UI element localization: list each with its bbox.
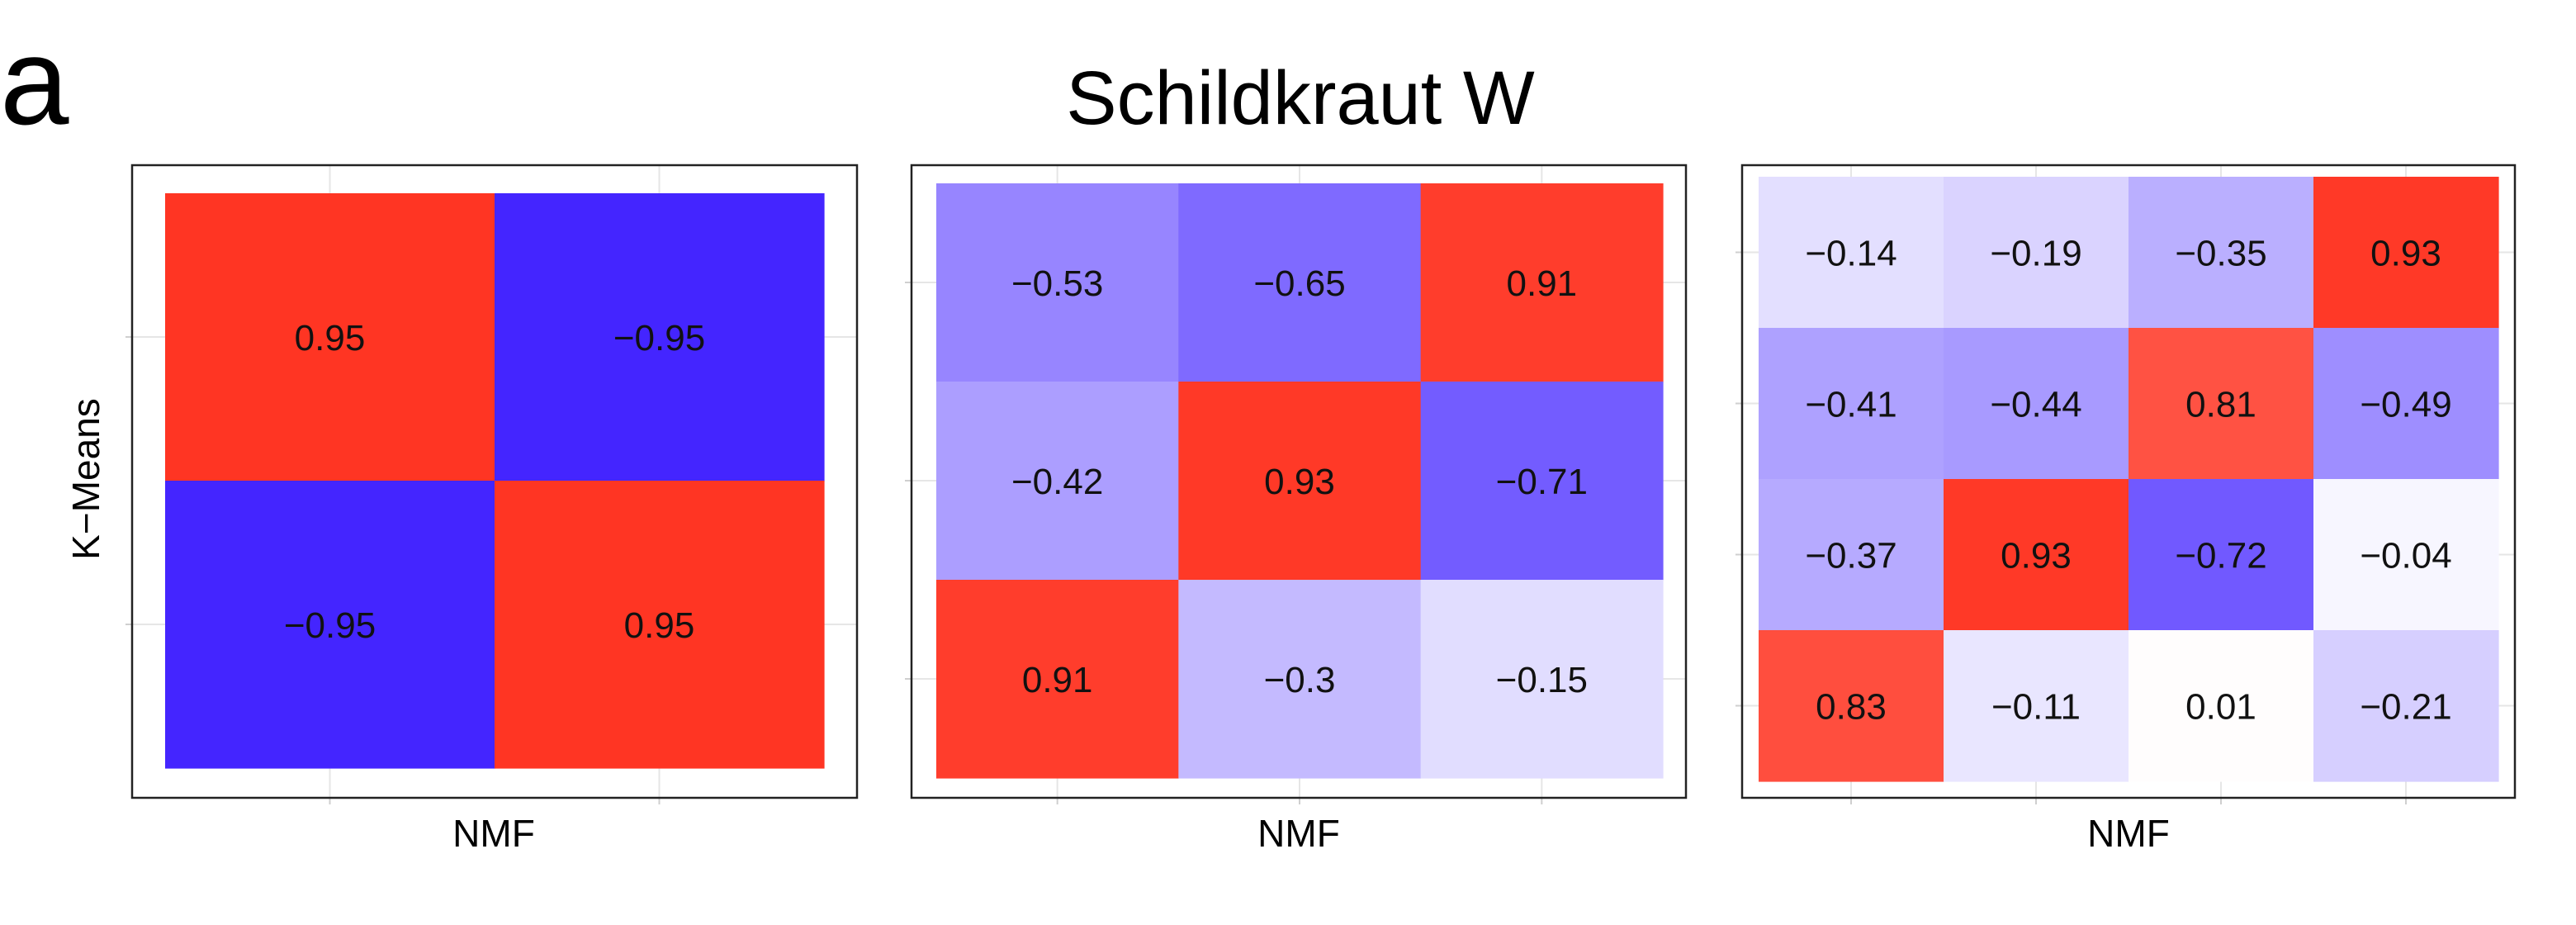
cell-value-label: 0.91	[1022, 660, 1093, 700]
cell-value-label: −0.11	[1991, 687, 2081, 728]
x-axis-title-panel-2: NMF	[1257, 812, 1340, 855]
cell-value-label: −0.3	[1264, 660, 1336, 700]
panel-letter: a	[0, 12, 69, 150]
heatmap-cell	[2129, 177, 2314, 329]
panel-border	[1740, 164, 2517, 799]
heatmap-cell	[1420, 183, 1664, 382]
heatmap-cell	[1178, 183, 1422, 382]
heatmap-cell	[1944, 328, 2129, 480]
cell-value-label: 0.91	[1507, 263, 1578, 304]
heatmap-cell	[495, 481, 825, 769]
heatmap-cell	[936, 183, 1179, 382]
heatmap-cell	[1420, 580, 1664, 779]
cell-value-label: −0.95	[284, 605, 376, 646]
cell-value-label: −0.04	[2360, 536, 2451, 576]
panel-border	[910, 164, 1688, 799]
cell-value-label: 0.93	[2001, 536, 2072, 576]
heatmap-panel-1: 0.95 −0.95 −0.95 0.95	[125, 164, 859, 804]
heatmap-cell	[2129, 328, 2314, 480]
panel-border	[130, 164, 859, 799]
heatmap-cell	[1759, 479, 1944, 631]
cell-value-label: −0.72	[2175, 536, 2266, 576]
cell-value-label: 0.95	[295, 318, 366, 358]
cell-value-label: −0.44	[1990, 385, 2081, 425]
cell-value-label: −0.49	[2360, 385, 2451, 425]
cell-value-label: −0.19	[1990, 234, 2081, 274]
heatmap-cell	[936, 580, 1179, 779]
heatmap-cell	[1759, 328, 1944, 480]
cell-value-label: −0.41	[1805, 385, 1896, 425]
heatmap-cell	[2313, 328, 2499, 480]
cell-value-label: −0.14	[1805, 234, 1896, 274]
cell-value-label: −0.53	[1011, 263, 1103, 304]
heatmap-cell	[2129, 630, 2314, 782]
cell-value-label: −0.35	[2175, 234, 2266, 274]
heatmap-cell	[1178, 382, 1422, 581]
heatmap-cell	[1944, 177, 2129, 329]
cell-value-label: 0.93	[1264, 462, 1335, 502]
heatmap-cell	[495, 193, 825, 481]
cell-value-label: 0.93	[2370, 234, 2441, 274]
heatmap-cell	[1944, 479, 2129, 631]
cell-value-label: −0.65	[1253, 263, 1345, 304]
cell-value-label: −0.42	[1011, 462, 1103, 502]
figure-title: Schildkraut W	[1066, 56, 1535, 140]
cell-value-label: −0.71	[1496, 462, 1588, 502]
cell-value-label: −0.21	[2360, 687, 2451, 728]
heatmap-cell	[1944, 630, 2129, 782]
cell-value-label: −0.95	[613, 318, 705, 358]
heatmap-cell	[936, 382, 1179, 581]
heatmap-cell	[2313, 479, 2499, 631]
heatmap-panel-2: −0.53 −0.65 0.91 −0.42 0.93 −0.71 0.91 −0.3 −0.1…	[905, 164, 1688, 804]
heatmap-cell	[165, 481, 495, 769]
heatmap-cell	[2313, 630, 2499, 782]
heatmap-cell	[1759, 177, 1944, 329]
heatmap-cell	[2129, 479, 2314, 631]
heatmap-cell	[165, 193, 495, 481]
heatmap-cell	[2313, 177, 2499, 329]
y-axis-title: K−Means	[64, 398, 107, 560]
cell-value-label: −0.37	[1805, 536, 1896, 576]
heatmap-cell	[1759, 630, 1944, 782]
cell-value-label: −0.15	[1496, 660, 1588, 700]
cell-value-label: 0.81	[2185, 385, 2256, 425]
cell-value-label: 0.01	[2185, 687, 2256, 728]
heatmap-cell	[1420, 382, 1664, 581]
heatmap-cell	[1178, 580, 1422, 779]
x-axis-title-panel-3: NMF	[2087, 812, 2170, 855]
cell-value-label: 0.83	[1816, 687, 1887, 728]
heatmap-panel-3: −0.14 −0.19 −0.35 0.93 −0.41 −0.44 0.81 −0.49 −0…	[1735, 164, 2517, 804]
x-axis-title-panel-1: NMF	[452, 812, 535, 855]
cell-value-label: 0.95	[624, 605, 695, 646]
